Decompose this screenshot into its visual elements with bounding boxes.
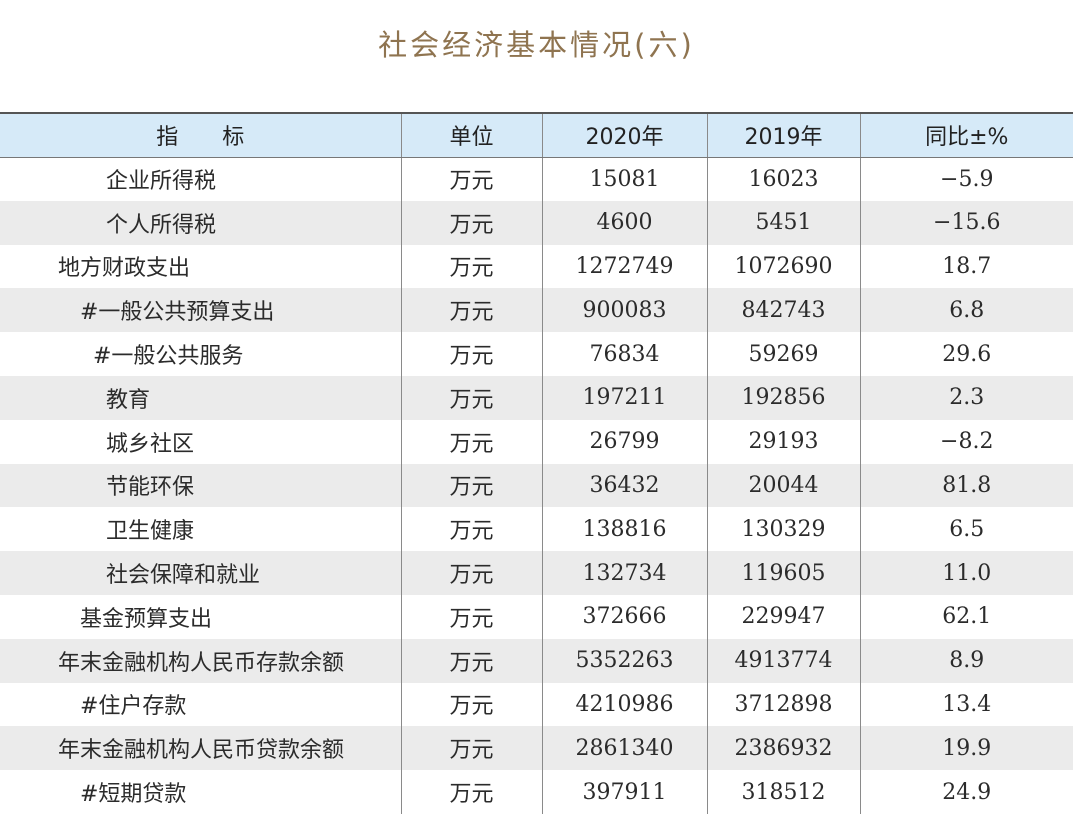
yoy-change-cell: −8.2: [859, 419, 1073, 464]
header-2019: 2019年: [706, 112, 860, 158]
yoy-change-cell: 2.3: [859, 375, 1073, 420]
yoy-change-cell: 6.5: [859, 507, 1073, 552]
table-header-row: 指 标 单位 2020年 2019年 同比±%: [0, 112, 1073, 158]
table-row: 基金预算支出 万元 372666 229947 62.1: [0, 594, 1073, 639]
table-row: #短期贷款 万元 397911 318512 24.9: [0, 770, 1073, 814]
value-2020-cell: 372666: [541, 594, 707, 639]
value-2019-cell: 20044: [706, 463, 860, 508]
yoy-change-cell: 8.9: [859, 638, 1073, 683]
value-2020-cell: 138816: [541, 507, 707, 552]
value-2020-cell: 1272749: [541, 244, 707, 289]
value-2020-cell: 4210986: [541, 682, 707, 727]
table-row: 节能环保 万元 36432 20044 81.8: [0, 463, 1073, 508]
table-row: 年末金融机构人民币存款余额 万元 5352263 4913774 8.9: [0, 638, 1073, 683]
yoy-change-cell: 19.9: [859, 726, 1073, 771]
yoy-change-cell: 24.9: [859, 770, 1073, 814]
yoy-change-cell: 11.0: [859, 551, 1073, 595]
indicator-cell: 节能环保: [106, 475, 195, 501]
yoy-change-cell: −5.9: [859, 157, 1073, 201]
value-2020-cell: 26799: [541, 419, 707, 464]
unit-cell: 万元: [400, 157, 542, 201]
unit-cell: 万元: [400, 507, 542, 552]
table-row: 社会保障和就业 万元 132734 119605 11.0: [0, 551, 1073, 595]
unit-cell: 万元: [400, 551, 542, 595]
header-yoy-change: 同比±%: [859, 112, 1073, 158]
page-title: 社会经济基本情况(六): [378, 28, 695, 62]
unit-cell: 万元: [400, 770, 542, 814]
value-2019-cell: 3712898: [706, 682, 860, 727]
value-2020-cell: 397911: [541, 770, 707, 814]
indicator-cell: 基金预算支出: [80, 606, 213, 632]
value-2020-cell: 15081: [541, 157, 707, 201]
unit-cell: 万元: [400, 332, 542, 376]
unit-cell: 万元: [400, 288, 542, 333]
indicator-cell: 教育: [106, 387, 151, 413]
value-2020-cell: 197211: [541, 375, 707, 420]
table-row: 地方财政支出 万元 1272749 1072690 18.7: [0, 244, 1073, 289]
value-2020-cell: 76834: [541, 332, 707, 376]
indicator-cell: #一般公共预算支出: [80, 300, 275, 326]
table-row: 城乡社区 万元 26799 29193 −8.2: [0, 419, 1073, 464]
value-2020-cell: 900083: [541, 288, 707, 333]
value-2020-cell: 36432: [541, 463, 707, 508]
unit-cell: 万元: [400, 726, 542, 771]
table-row: #住户存款 万元 4210986 3712898 13.4: [0, 682, 1073, 727]
yoy-change-cell: 18.7: [859, 244, 1073, 289]
table-row: #一般公共预算支出 万元 900083 842743 6.8: [0, 288, 1073, 333]
indicator-cell: 企业所得税: [106, 169, 217, 195]
value-2019-cell: 1072690: [706, 244, 860, 289]
value-2019-cell: 130329: [706, 507, 860, 552]
table-row: 年末金融机构人民币贷款余额 万元 2861340 2386932 19.9: [0, 726, 1073, 771]
value-2019-cell: 2386932: [706, 726, 860, 771]
unit-cell: 万元: [400, 200, 542, 245]
table-body: 企业所得税 万元 15081 16023 −5.9 个人所得税 万元 4600 5451 −15.…: [0, 157, 1073, 814]
unit-cell: 万元: [400, 594, 542, 639]
value-2020-cell: 132734: [541, 551, 707, 595]
header-unit: 单位: [400, 112, 542, 158]
value-2019-cell: 229947: [706, 594, 860, 639]
indicator-cell: #短期贷款: [80, 782, 187, 808]
value-2019-cell: 5451: [706, 200, 860, 245]
unit-cell: 万元: [400, 638, 542, 683]
value-2019-cell: 318512: [706, 770, 860, 814]
table-row: 教育 万元 197211 192856 2.3: [0, 375, 1073, 420]
value-2019-cell: 29193: [706, 419, 860, 464]
yoy-change-cell: 6.8: [859, 288, 1073, 333]
table-row: 卫生健康 万元 138816 130329 6.5: [0, 507, 1073, 552]
table-row: #一般公共服务 万元 76834 59269 29.6: [0, 332, 1073, 376]
indicator-cell: 年末金融机构人民币存款余额: [58, 650, 345, 676]
unit-cell: 万元: [400, 682, 542, 727]
header-indicator: 指 标: [0, 112, 401, 158]
yoy-change-cell: 62.1: [859, 594, 1073, 639]
unit-cell: 万元: [400, 419, 542, 464]
value-2019-cell: 119605: [706, 551, 860, 595]
indicator-cell: #一般公共服务: [93, 344, 244, 370]
indicator-cell: 卫生健康: [106, 519, 195, 545]
unit-cell: 万元: [400, 463, 542, 508]
value-2020-cell: 5352263: [541, 638, 707, 683]
statistics-table: 指 标 单位 2020年 2019年 同比±% 企业所得税 万元 15081 1602…: [0, 112, 1073, 814]
header-2020: 2020年: [541, 112, 707, 158]
value-2019-cell: 192856: [706, 375, 860, 420]
table-row: 企业所得税 万元 15081 16023 −5.9: [0, 157, 1073, 201]
value-2019-cell: 4913774: [706, 638, 860, 683]
indicator-cell: 个人所得税: [106, 212, 217, 238]
value-2019-cell: 842743: [706, 288, 860, 333]
yoy-change-cell: 29.6: [859, 332, 1073, 376]
value-2020-cell: 2861340: [541, 726, 707, 771]
indicator-cell: 地方财政支出: [58, 256, 191, 282]
indicator-cell: #住户存款: [80, 694, 187, 720]
yoy-change-cell: −15.6: [859, 200, 1073, 245]
yoy-change-cell: 81.8: [859, 463, 1073, 508]
indicator-cell: 城乡社区: [106, 431, 195, 457]
value-2019-cell: 16023: [706, 157, 860, 201]
yoy-change-cell: 13.4: [859, 682, 1073, 727]
value-2019-cell: 59269: [706, 332, 860, 376]
indicator-cell: 社会保障和就业: [106, 563, 261, 589]
indicator-cell: 年末金融机构人民币贷款余额: [58, 738, 345, 764]
value-2020-cell: 4600: [541, 200, 707, 245]
table-row: 个人所得税 万元 4600 5451 −15.6: [0, 200, 1073, 245]
unit-cell: 万元: [400, 375, 542, 420]
unit-cell: 万元: [400, 244, 542, 289]
